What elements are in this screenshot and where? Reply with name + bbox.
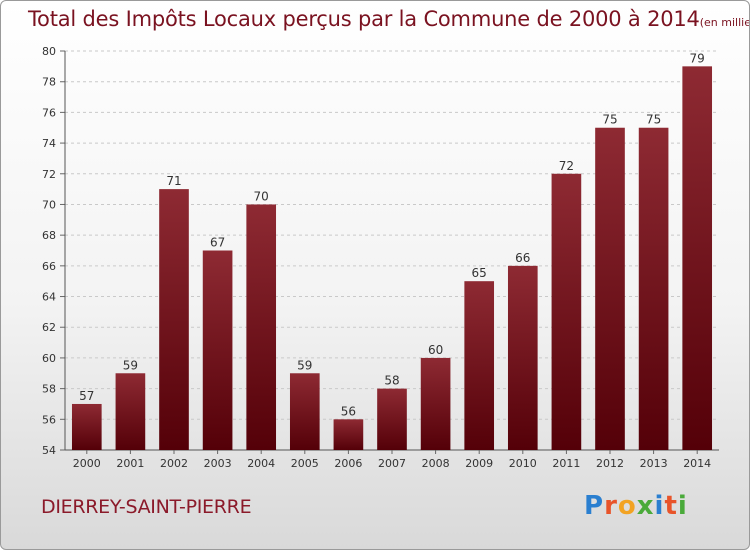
logo-letter: r <box>604 491 618 521</box>
value-label-2001: 59 <box>123 358 138 372</box>
bar-2007 <box>377 388 407 450</box>
bar-2011 <box>551 173 582 450</box>
bar-2003 <box>202 250 233 450</box>
value-label-2006: 56 <box>341 404 356 418</box>
value-label-2000: 57 <box>79 389 94 403</box>
bar-2004 <box>246 204 277 450</box>
proxiti-logo[interactable]: Proxiti <box>584 491 688 521</box>
x-tick-label-2003: 2003 <box>204 457 232 470</box>
chart-unit: (en milliers d'€) <box>699 16 750 29</box>
y-tick-label-68: 68 <box>42 229 56 242</box>
bar-2005 <box>289 373 320 450</box>
y-tick-label-60: 60 <box>42 352 56 365</box>
x-tick-label-2010: 2010 <box>509 457 537 470</box>
y-tick-label-54: 54 <box>42 444 56 457</box>
bar-2009 <box>464 281 495 450</box>
y-tick-label-64: 64 <box>42 291 56 304</box>
value-label-2009: 65 <box>472 266 487 280</box>
x-tick-label-2012: 2012 <box>596 457 624 470</box>
value-label-2012: 75 <box>602 113 617 127</box>
value-label-2010: 66 <box>515 251 530 265</box>
y-tick-label-56: 56 <box>42 413 56 426</box>
chart-title: Total des Impôts Locaux perçus par la Co… <box>28 7 750 31</box>
bar-2014 <box>682 66 713 450</box>
bar-2013 <box>638 127 669 450</box>
logo-letter: P <box>584 491 605 521</box>
y-tick-label-72: 72 <box>42 168 56 181</box>
y-tick-label-78: 78 <box>42 76 56 89</box>
x-tick-label-2001: 2001 <box>116 457 144 470</box>
axis-layer: 54 56 58 60 62 64 66 68 70 72 74 76 78 80 2000 2001 2002… <box>42 45 719 470</box>
y-tick-label-58: 58 <box>42 383 56 396</box>
bar-2002 <box>159 189 189 450</box>
value-label-2014: 79 <box>690 51 705 65</box>
bar-2012 <box>595 127 625 450</box>
y-tick-label-66: 66 <box>42 260 56 273</box>
y-tick-label-74: 74 <box>42 137 56 150</box>
bar-2008 <box>420 357 451 450</box>
x-tick-label-2008: 2008 <box>422 457 450 470</box>
x-tick-label-2004: 2004 <box>247 457 275 470</box>
y-tick-label-80: 80 <box>42 45 56 58</box>
x-tick-label-2005: 2005 <box>291 457 319 470</box>
bar-2000 <box>71 403 102 450</box>
y-tick-label-76: 76 <box>42 106 56 119</box>
bar-layer <box>71 66 713 450</box>
y-tick-label-62: 62 <box>42 321 56 334</box>
logo-letter: i <box>677 491 688 521</box>
label-layer: 57 59 71 67 70 59 56 58 60 65 66 72 75 75 79 <box>79 51 705 418</box>
commune-name: DIERREY-SAINT-PIERRE <box>41 496 252 518</box>
x-tick-label-2002: 2002 <box>160 457 188 470</box>
value-label-2011: 72 <box>559 159 574 173</box>
value-label-2008: 60 <box>428 343 443 357</box>
x-tick-label-2013: 2013 <box>640 457 668 470</box>
chart-title-text: Total des Impôts Locaux perçus par la Co… <box>28 7 700 31</box>
bar-2001 <box>115 373 146 450</box>
value-label-2013: 75 <box>646 113 661 127</box>
logo-letter: o <box>617 491 637 521</box>
value-label-2002: 71 <box>166 174 181 188</box>
value-label-2004: 70 <box>254 189 269 203</box>
logo-letter: i <box>654 491 665 521</box>
x-tick-label-2011: 2011 <box>552 457 580 470</box>
x-tick-label-2009: 2009 <box>465 457 493 470</box>
y-tick-label-70: 70 <box>42 198 56 211</box>
x-tick-label-2014: 2014 <box>683 457 711 470</box>
x-tick-label-2007: 2007 <box>378 457 406 470</box>
x-tick-label-2006: 2006 <box>334 457 362 470</box>
bar-2006 <box>333 419 364 450</box>
x-tick-label-2000: 2000 <box>73 457 101 470</box>
value-label-2007: 58 <box>384 374 399 388</box>
value-label-2003: 67 <box>210 236 225 250</box>
logo-letter: t <box>664 491 678 521</box>
bar-2010 <box>507 265 538 450</box>
logo-letter: x <box>636 491 655 521</box>
value-label-2005: 59 <box>297 358 312 372</box>
